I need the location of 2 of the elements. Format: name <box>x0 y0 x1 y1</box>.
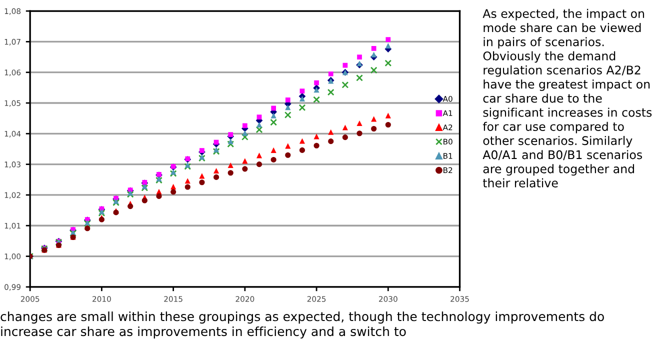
text: changes are small within these groupings as expected, though the technology improvements do increase car share as improvements in efficiency and a switch to <box>0 312 604 339</box>
text: As expected, the impact on mode share can be viewed in pairs of scenarios. Obviously the demand regulation scenarios A2/B2 have the greatest impact on car share due to the significant increases in costs for car use compared to other scenarios. Similarly A0/A1 and B0/B1 scenarios are grouped together and their relative <box>482 8 652 188</box>
